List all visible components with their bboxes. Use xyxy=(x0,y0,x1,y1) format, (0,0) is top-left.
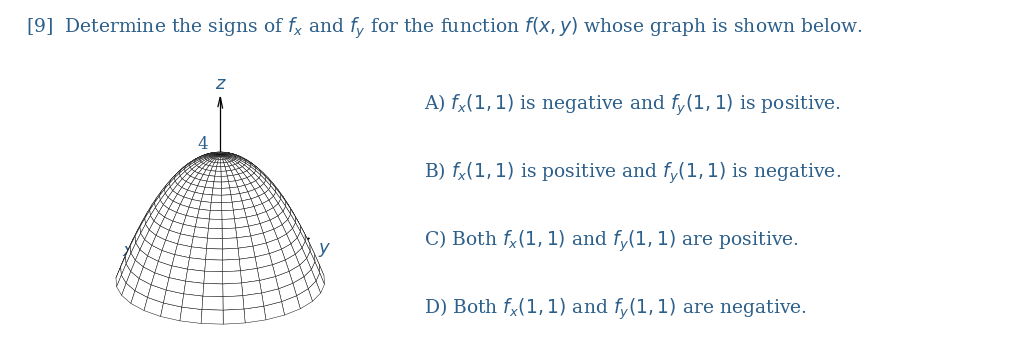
Text: A) $f_x(1,1)$ is negative and $f_y(1,1)$ is positive.: A) $f_x(1,1)$ is negative and $f_y(1,1)$… xyxy=(424,92,841,118)
Text: D) Both $f_x(1,1)$ and $f_y(1,1)$ are negative.: D) Both $f_x(1,1)$ and $f_y(1,1)$ are ne… xyxy=(424,297,807,322)
Text: C) Both $f_x(1,1)$ and $f_y(1,1)$ are positive.: C) Both $f_x(1,1)$ and $f_y(1,1)$ are po… xyxy=(424,229,799,254)
Text: B) $f_x(1,1)$ is positive and $f_y(1,1)$ is negative.: B) $f_x(1,1)$ is positive and $f_y(1,1)$… xyxy=(424,160,841,186)
Text: [9]  Determine the signs of $f_x$ and $f_y$ for the function $f(x, y)$ whose gra: [9] Determine the signs of $f_x$ and $f_… xyxy=(26,16,862,41)
